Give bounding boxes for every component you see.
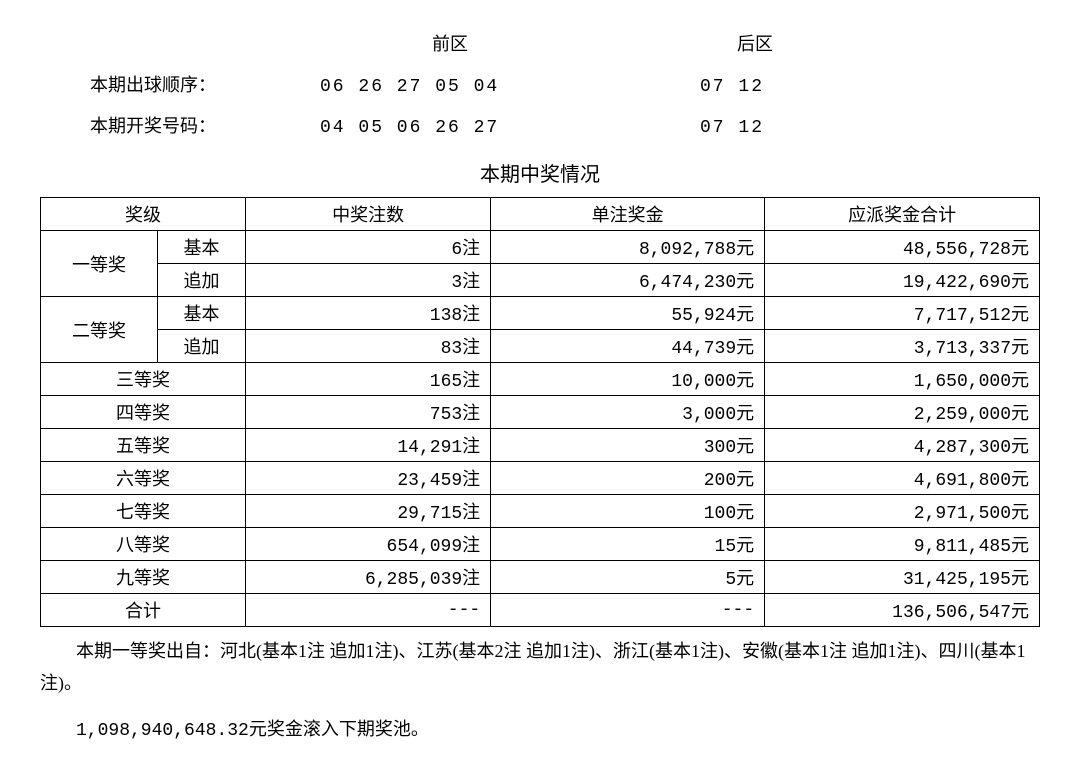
table-row: 三等奖165注10,000元1,650,000元 (41, 363, 1040, 396)
header-front: 前区 (320, 30, 700, 56)
cell-unit: 8,092,788元 (491, 231, 765, 264)
cell-unit: --- (491, 594, 765, 627)
table-row: 九等奖6,285,039注5元31,425,195元 (41, 561, 1040, 594)
cell-unit: 5元 (491, 561, 765, 594)
draw-win-back: 07 12 (700, 118, 900, 138)
cell-count: 753注 (246, 396, 491, 429)
prize-label: 六等奖 (41, 462, 246, 495)
cell-total: 4,691,800元 (765, 462, 1040, 495)
draw-win-row: 本期开奖号码： 04 05 06 26 27 07 12 (40, 112, 1040, 138)
prize-label: 八等奖 (41, 528, 246, 561)
cell-total: 19,422,690元 (765, 264, 1040, 297)
table-header-row: 奖级 中奖注数 单注奖金 应派奖金合计 (41, 198, 1040, 231)
th-total: 应派奖金合计 (765, 198, 1040, 231)
cell-total: 48,556,728元 (765, 231, 1040, 264)
cell-total: 2,971,500元 (765, 495, 1040, 528)
draw-win-front: 04 05 06 26 27 (320, 118, 700, 138)
rollover-suffix: 元奖金滚入下期奖池。 (249, 719, 429, 739)
tier2-label: 二等奖 (41, 297, 158, 363)
draw-order-row: 本期出球顺序： 06 26 27 05 04 07 12 (40, 71, 1040, 97)
cell-total: 1,650,000元 (765, 363, 1040, 396)
cell-count: 654,099注 (246, 528, 491, 561)
cell-count: 83注 (246, 330, 491, 363)
cell-total: 31,425,195元 (765, 561, 1040, 594)
cell-unit: 6,474,230元 (491, 264, 765, 297)
cell-unit: 44,739元 (491, 330, 765, 363)
rollover-amount: 1,098,940,648.32 (76, 721, 249, 741)
prize-label: 七等奖 (41, 495, 246, 528)
prize-table: 奖级 中奖注数 单注奖金 应派奖金合计 一等奖 基本 6注 8,092,788元… (40, 197, 1040, 627)
draw-order-back: 07 12 (700, 77, 900, 97)
header-spacer (40, 30, 320, 56)
table-row: 六等奖23,459注200元4,691,800元 (41, 462, 1040, 495)
prize-label: 四等奖 (41, 396, 246, 429)
cell-unit: 300元 (491, 429, 765, 462)
prize-label: 三等奖 (41, 363, 246, 396)
th-prize: 奖级 (41, 198, 246, 231)
draw-headers: 前区 后区 (40, 30, 1040, 56)
table-row: 合计------136,506,547元 (41, 594, 1040, 627)
sub-add: 追加 (157, 330, 245, 363)
cell-total: 9,811,485元 (765, 528, 1040, 561)
cell-unit: 200元 (491, 462, 765, 495)
cell-total: 2,259,000元 (765, 396, 1040, 429)
table-row: 四等奖753注3,000元2,259,000元 (41, 396, 1040, 429)
th-count: 中奖注数 (246, 198, 491, 231)
table-row: 追加 3注 6,474,230元 19,422,690元 (41, 264, 1040, 297)
draw-win-label: 本期开奖号码： (40, 112, 320, 138)
cell-count: --- (246, 594, 491, 627)
table-row: 五等奖14,291注300元4,287,300元 (41, 429, 1040, 462)
prize-label: 五等奖 (41, 429, 246, 462)
table-row: 七等奖29,715注100元2,971,500元 (41, 495, 1040, 528)
table-row: 追加 83注 44,739元 3,713,337元 (41, 330, 1040, 363)
draw-order-front: 06 26 27 05 04 (320, 77, 700, 97)
cell-total: 136,506,547元 (765, 594, 1040, 627)
cell-unit: 100元 (491, 495, 765, 528)
section-title: 本期中奖情况 (40, 158, 1040, 187)
draw-order-label: 本期出球顺序： (40, 71, 320, 97)
table-row: 八等奖654,099注15元9,811,485元 (41, 528, 1040, 561)
table-row: 二等奖 基本 138注 55,924元 7,717,512元 (41, 297, 1040, 330)
cell-count: 138注 (246, 297, 491, 330)
sub-basic: 基本 (157, 297, 245, 330)
cell-count: 3注 (246, 264, 491, 297)
cell-unit: 3,000元 (491, 396, 765, 429)
footnote-rollover: 1,098,940,648.32元奖金滚入下期奖池。 (40, 715, 1040, 741)
footnote-winners: 本期一等奖出自：河北(基本1注 追加1注)、江苏(基本2注 追加1注)、浙江(基… (40, 635, 1040, 700)
header-back: 后区 (700, 30, 900, 56)
cell-total: 3,713,337元 (765, 330, 1040, 363)
cell-count: 23,459注 (246, 462, 491, 495)
cell-count: 29,715注 (246, 495, 491, 528)
table-row: 一等奖 基本 6注 8,092,788元 48,556,728元 (41, 231, 1040, 264)
cell-count: 6注 (246, 231, 491, 264)
sub-basic: 基本 (157, 231, 245, 264)
cell-count: 14,291注 (246, 429, 491, 462)
cell-total: 4,287,300元 (765, 429, 1040, 462)
cell-unit: 10,000元 (491, 363, 765, 396)
prize-label: 九等奖 (41, 561, 246, 594)
cell-count: 165注 (246, 363, 491, 396)
prize-label: 合计 (41, 594, 246, 627)
cell-total: 7,717,512元 (765, 297, 1040, 330)
sub-add: 追加 (157, 264, 245, 297)
th-unit: 单注奖金 (491, 198, 765, 231)
cell-unit: 15元 (491, 528, 765, 561)
cell-count: 6,285,039注 (246, 561, 491, 594)
cell-unit: 55,924元 (491, 297, 765, 330)
draw-section: 前区 后区 本期出球顺序： 06 26 27 05 04 07 12 本期开奖号… (40, 30, 1040, 138)
tier1-label: 一等奖 (41, 231, 158, 297)
